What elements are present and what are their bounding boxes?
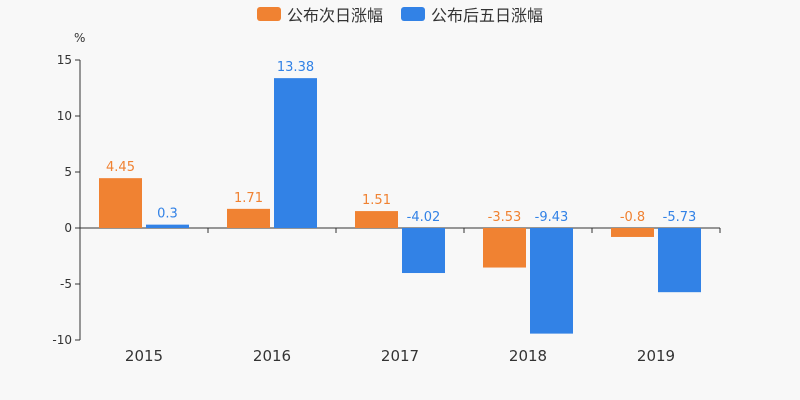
data-label: 1.51 — [362, 193, 391, 208]
y-tick-label: -5 — [60, 277, 72, 291]
bar — [355, 211, 398, 228]
legend-swatch-five-day — [401, 7, 425, 21]
bar — [611, 228, 654, 237]
legend-swatch-next-day — [256, 7, 281, 21]
x-tick-label: 2015 — [125, 347, 163, 365]
data-label: -9.43 — [535, 210, 569, 225]
data-label: -4.02 — [407, 210, 441, 225]
data-label: -5.73 — [663, 210, 697, 225]
legend-label-next-day: 公布次日涨幅 — [286, 6, 383, 25]
bar — [274, 78, 317, 228]
bar — [146, 224, 189, 228]
data-label: 1.71 — [234, 191, 263, 206]
bar — [658, 228, 701, 293]
y-tick-label: 15 — [57, 53, 72, 67]
data-label: 13.38 — [277, 60, 314, 75]
y-tick-label: 5 — [64, 165, 72, 179]
data-label: 4.45 — [106, 160, 135, 175]
x-tick-label: 2019 — [637, 347, 675, 365]
y-axis-unit: % — [74, 31, 86, 45]
y-tick-label: 0 — [64, 221, 72, 235]
legend-item-five-day[interactable]: 公布后五日涨幅 — [401, 2, 543, 26]
x-tick-label: 2018 — [509, 347, 547, 365]
data-label: -0.8 — [620, 210, 645, 225]
data-label: -3.53 — [488, 210, 522, 225]
bar — [227, 208, 270, 228]
data-label: 0.3 — [157, 207, 178, 222]
y-tick-label: 10 — [57, 109, 72, 123]
y-tick-label: -10 — [52, 333, 72, 347]
x-tick-label: 2017 — [381, 347, 419, 365]
bar — [402, 228, 445, 274]
bar — [530, 228, 573, 334]
bar — [483, 228, 526, 268]
legend-label-five-day: 公布后五日涨幅 — [431, 6, 544, 25]
bar — [99, 178, 142, 228]
legend: 公布次日涨幅 公布后五日涨幅 — [0, 2, 800, 26]
legend-item-next-day[interactable]: 公布次日涨幅 — [256, 2, 383, 26]
x-tick-label: 2016 — [253, 347, 291, 365]
